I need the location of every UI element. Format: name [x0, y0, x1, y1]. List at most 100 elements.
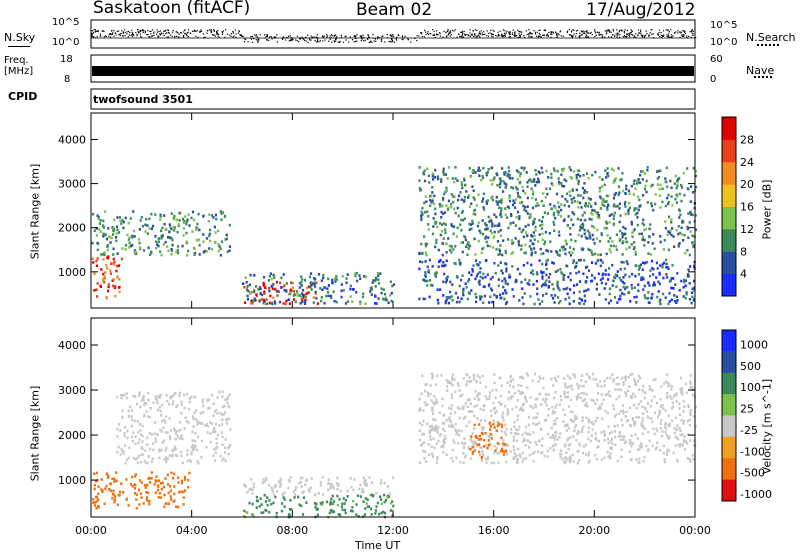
nsky-point — [366, 37, 369, 40]
nave-label: Nave — [746, 64, 775, 77]
power-cell — [518, 227, 521, 230]
velocity-cell — [467, 447, 470, 450]
power-cell — [468, 271, 471, 274]
velocity-cell — [392, 504, 395, 508]
power-cell — [474, 253, 477, 256]
power-cell — [314, 290, 317, 294]
power-cell — [379, 272, 382, 275]
nsky-point — [519, 35, 522, 37]
power-cell — [506, 216, 509, 219]
power-cell — [95, 259, 98, 263]
nsky-point — [356, 34, 358, 36]
velocity-cell — [263, 494, 266, 497]
power-cell — [487, 284, 490, 288]
velocity-cell — [122, 449, 125, 453]
velocity-cell — [155, 397, 158, 401]
power-cell — [612, 181, 615, 184]
nsky-point — [183, 31, 185, 33]
velocity-cell — [495, 429, 498, 433]
velocity-cell — [616, 459, 619, 463]
nsky-point — [637, 29, 640, 31]
velocity-cell — [337, 484, 340, 487]
power-cell — [504, 262, 507, 265]
power-cell — [489, 167, 492, 170]
power-cell — [520, 201, 524, 204]
velocity-cell — [178, 437, 181, 440]
power-cell — [524, 205, 527, 209]
power-cell — [101, 279, 105, 282]
velocity-cell — [134, 458, 137, 461]
velocity-cell — [134, 395, 137, 398]
power-cell — [618, 207, 621, 210]
power-cell — [431, 191, 434, 194]
power-cell — [603, 200, 606, 203]
power-cell — [623, 202, 626, 206]
power-cell — [280, 276, 283, 280]
velocity-cell — [524, 443, 527, 447]
velocity-cell — [658, 409, 661, 413]
nsky-point — [91, 35, 94, 37]
power-cell — [429, 204, 432, 207]
velocity-cell — [519, 455, 522, 459]
velocity-cell — [580, 392, 583, 395]
power-cell — [352, 288, 355, 291]
velocity-cell — [476, 443, 479, 447]
power-cell — [680, 279, 683, 283]
velocity-cell — [180, 400, 183, 404]
power-cell — [507, 226, 510, 230]
power-cell — [659, 302, 662, 306]
velocity-cell — [538, 375, 541, 378]
velocity-cell — [442, 443, 445, 447]
power-cell — [575, 261, 578, 265]
velocity-cell — [202, 411, 205, 414]
velocity-cell — [666, 436, 669, 439]
velocity-cell — [578, 430, 581, 434]
velocity-cell — [676, 459, 679, 463]
power-cell — [300, 296, 303, 299]
velocity-cell — [200, 422, 203, 425]
power-cell — [443, 272, 446, 276]
velocity-cell — [133, 492, 137, 495]
velocity-cell — [227, 452, 230, 456]
nsky-point — [573, 29, 575, 32]
nsky-point — [604, 36, 606, 38]
power-cell — [670, 286, 673, 290]
velocity-cell — [655, 446, 658, 449]
velocity-cell — [570, 384, 573, 387]
power-cell — [432, 217, 435, 220]
velocity-cell — [261, 481, 264, 484]
power-cell — [364, 302, 367, 305]
power-cell — [560, 173, 563, 177]
power-cell — [433, 194, 436, 198]
power-cell — [326, 290, 330, 294]
nsky-point — [276, 41, 279, 43]
power-cell — [382, 297, 385, 301]
power-cell — [497, 278, 500, 281]
power-cell — [460, 229, 463, 232]
power-cell — [613, 296, 617, 299]
velocity-cell — [158, 406, 161, 409]
velocity-cell — [660, 419, 663, 422]
nsky-point — [538, 32, 540, 35]
nsky-point — [514, 35, 516, 38]
nsky-point — [416, 35, 418, 37]
velocity-cell — [592, 377, 595, 381]
nsky-point — [326, 35, 328, 37]
power-cell — [478, 271, 482, 274]
velocity-cell — [532, 422, 535, 425]
nsky-point — [158, 35, 160, 37]
velocity-cell — [470, 435, 473, 438]
velocity-cell — [441, 397, 444, 401]
power-cell — [668, 291, 671, 295]
power-cell — [659, 235, 662, 238]
power-cell — [103, 280, 106, 284]
velocity-cell — [495, 409, 498, 413]
velocity-cell — [193, 444, 196, 448]
power-cell — [545, 169, 548, 173]
velocity-cell — [374, 512, 377, 515]
power-cell — [514, 278, 517, 282]
power-cell — [102, 232, 105, 236]
nsky-point — [547, 35, 550, 37]
velocity-cell — [624, 378, 627, 382]
nsky-point — [290, 38, 292, 41]
